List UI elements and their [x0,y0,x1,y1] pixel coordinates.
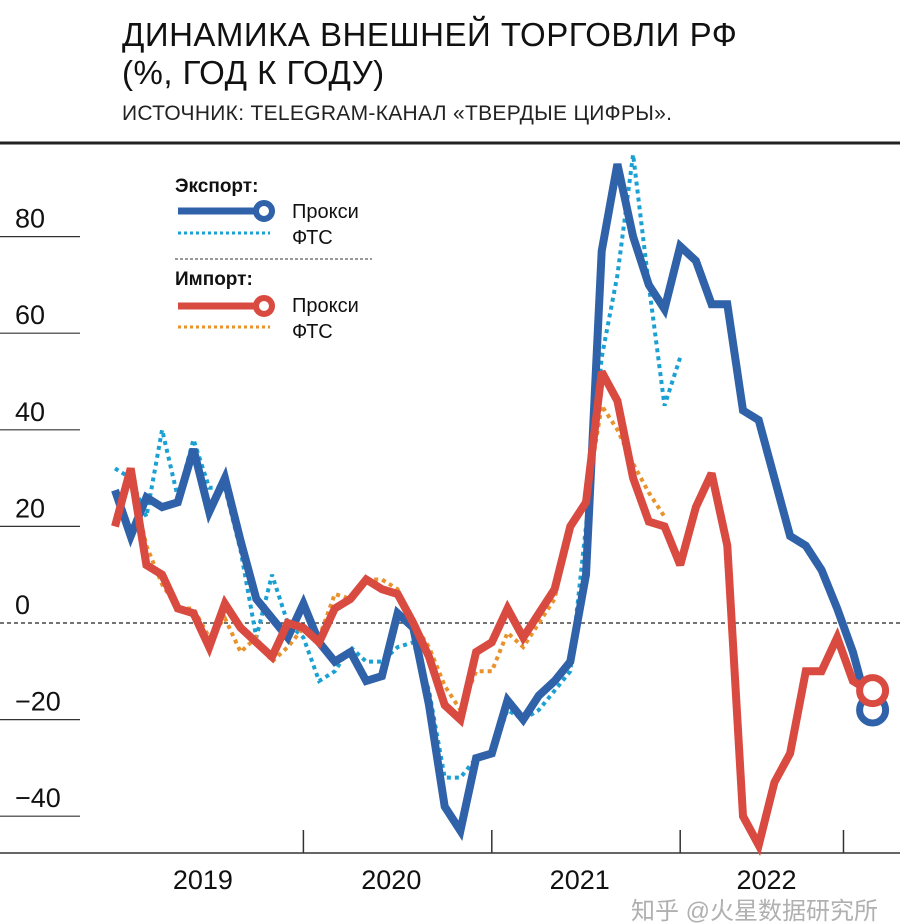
y-tick-label: 80 [15,204,45,234]
legend-import-fts-label: ФТС [292,321,333,343]
legend-import-heading: Импорт: [175,269,253,290]
y-tick-label: 40 [15,397,45,427]
y-axis: 80 60 40 20 0 −20 −40 [0,204,900,817]
y-tick-label: 60 [15,300,45,330]
x-tick-label: 2019 [173,865,233,895]
series-line [111,163,873,841]
series-import-proxy [111,369,890,857]
series-lines [111,154,890,857]
title-line-2: (%, ГОД К ГОДУ) [122,54,385,91]
legend-export-proxy-ring-icon [253,200,275,222]
series-line [111,369,871,857]
legend-export-heading: Экспорт: [175,176,258,197]
y-tick-label: 20 [15,493,45,523]
legend: Экспорт: Прокси ФТС Импорт: Прокси ФТС [175,176,372,343]
title-line-1: ДИНАМИКА ВНЕШНЕЙ ТОРГОВЛИ РФ [122,16,738,53]
y-tick-label: −20 [15,687,61,717]
chart-subtitle: ИСТОЧНИК: TELEGRAM-КАНАЛ «ТВЕРДЫЕ ЦИФРЫ»… [122,102,673,125]
legend-import-proxy-ring-icon [253,295,275,317]
x-tick-label: 2022 [737,865,797,895]
legend-export-proxy-label: Прокси [292,201,359,223]
y-tick-label: 0 [15,590,30,620]
x-tick-label: 2020 [361,865,421,895]
x-axis: 2019 2020 2021 2022 [0,830,900,895]
chart-title: ДИНАМИКА ВНЕШНЕЙ ТОРГОВЛИ РФ (%, ГОД К Г… [122,16,737,92]
watermark: 知乎 @火星数据研究所 [631,898,878,923]
x-tick-label: 2021 [550,865,610,895]
y-tick-label: −40 [15,783,61,813]
series-export-proxy [111,163,890,841]
end-marker-ring-icon [856,674,890,708]
legend-export-fts-label: ФТС [292,227,333,249]
legend-import-proxy-label: Прокси [292,295,359,317]
